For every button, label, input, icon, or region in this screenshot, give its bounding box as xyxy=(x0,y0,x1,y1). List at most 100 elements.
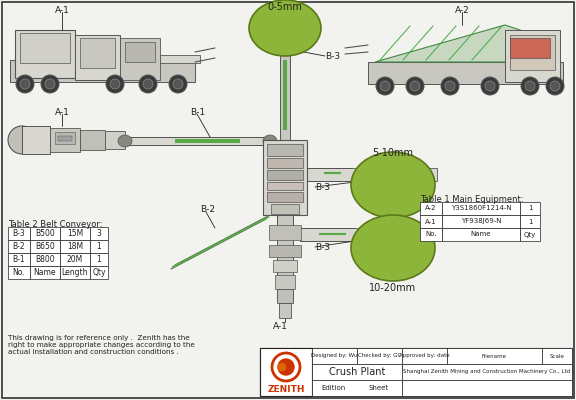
Text: Approved by: date: Approved by: date xyxy=(399,354,450,358)
Bar xyxy=(30,266,60,279)
Bar xyxy=(260,348,572,396)
Text: 0-5mm: 0-5mm xyxy=(268,2,302,12)
Bar xyxy=(357,348,402,364)
Text: 5-10mm: 5-10mm xyxy=(373,148,414,158)
Ellipse shape xyxy=(16,75,34,93)
Bar xyxy=(442,228,520,241)
Text: ZENITH: ZENITH xyxy=(267,386,305,394)
Bar xyxy=(50,128,80,152)
Text: B-1: B-1 xyxy=(190,108,205,117)
Text: B-1: B-1 xyxy=(13,255,25,264)
Bar xyxy=(80,130,105,150)
Text: Designed by: Wu: Designed by: Wu xyxy=(311,354,358,358)
Text: YF938J69-N: YF938J69-N xyxy=(461,218,501,224)
Ellipse shape xyxy=(41,75,59,93)
Bar xyxy=(8,240,30,253)
Bar xyxy=(90,227,108,240)
Bar xyxy=(75,35,120,80)
Bar xyxy=(402,348,447,364)
Bar xyxy=(90,240,108,253)
Bar xyxy=(420,215,442,228)
Ellipse shape xyxy=(169,75,187,93)
Bar xyxy=(125,42,155,62)
Bar xyxy=(510,35,555,70)
Ellipse shape xyxy=(45,79,55,89)
Bar xyxy=(8,227,30,240)
Ellipse shape xyxy=(521,77,539,95)
Bar xyxy=(120,38,160,80)
Bar xyxy=(542,348,572,364)
Text: This drawing is for reference only .  Zenith has the
right to make appropriate c: This drawing is for reference only . Zen… xyxy=(8,335,195,355)
Text: B800: B800 xyxy=(35,255,55,264)
Bar xyxy=(80,38,115,68)
Text: B-2: B-2 xyxy=(13,242,25,251)
Text: A-1: A-1 xyxy=(425,218,437,224)
Ellipse shape xyxy=(410,81,420,91)
Ellipse shape xyxy=(351,152,435,218)
Bar xyxy=(420,202,442,215)
Bar xyxy=(307,168,437,181)
Text: 20M: 20M xyxy=(67,255,83,264)
Text: B-3: B-3 xyxy=(315,183,330,192)
Bar xyxy=(60,253,90,266)
Bar xyxy=(60,240,90,253)
Ellipse shape xyxy=(106,75,124,93)
Bar xyxy=(90,253,108,266)
Text: A-1: A-1 xyxy=(55,6,70,15)
Bar xyxy=(8,266,30,279)
Bar xyxy=(90,266,108,279)
Text: 1: 1 xyxy=(97,255,101,264)
Bar xyxy=(160,55,200,63)
Bar xyxy=(30,253,60,266)
Bar xyxy=(368,62,563,84)
Ellipse shape xyxy=(173,79,183,89)
Text: Name: Name xyxy=(471,232,491,238)
Ellipse shape xyxy=(118,135,132,147)
Text: 1: 1 xyxy=(528,218,532,224)
Ellipse shape xyxy=(525,81,535,91)
Bar xyxy=(30,240,60,253)
Text: Name: Name xyxy=(34,268,56,277)
Ellipse shape xyxy=(546,77,564,95)
Ellipse shape xyxy=(143,79,153,89)
Text: 1: 1 xyxy=(528,206,532,212)
Ellipse shape xyxy=(110,79,120,89)
Bar xyxy=(277,289,293,303)
Text: 1: 1 xyxy=(97,242,101,251)
Bar xyxy=(20,33,70,63)
Bar xyxy=(402,380,572,396)
Text: Length: Length xyxy=(62,268,88,277)
Text: A-1: A-1 xyxy=(55,108,70,117)
Bar xyxy=(312,380,402,396)
Text: A-2: A-2 xyxy=(425,206,437,212)
Ellipse shape xyxy=(351,215,435,281)
Bar xyxy=(277,215,293,300)
Ellipse shape xyxy=(406,77,424,95)
Text: B-3: B-3 xyxy=(315,243,330,252)
Bar xyxy=(15,30,75,78)
Bar xyxy=(55,132,75,144)
Bar xyxy=(260,348,312,396)
Text: B-3: B-3 xyxy=(325,52,340,61)
Text: Qty: Qty xyxy=(524,232,536,238)
Bar xyxy=(267,192,303,202)
Bar xyxy=(263,140,307,215)
Text: No.: No. xyxy=(425,232,437,238)
Ellipse shape xyxy=(550,81,560,91)
Text: Edition: Edition xyxy=(322,385,346,391)
Bar xyxy=(8,253,30,266)
Text: B500: B500 xyxy=(35,229,55,238)
Text: B650: B650 xyxy=(35,242,55,251)
Ellipse shape xyxy=(20,79,30,89)
Bar xyxy=(442,202,520,215)
Bar xyxy=(175,139,240,143)
Bar xyxy=(312,348,357,364)
Text: No.: No. xyxy=(13,268,25,277)
Bar xyxy=(60,266,90,279)
Text: Scale: Scale xyxy=(550,354,564,358)
Ellipse shape xyxy=(8,126,36,154)
Ellipse shape xyxy=(441,77,459,95)
Ellipse shape xyxy=(485,81,495,91)
Bar xyxy=(60,227,90,240)
Text: Table 2 Belt Conveyor:: Table 2 Belt Conveyor: xyxy=(8,220,103,229)
